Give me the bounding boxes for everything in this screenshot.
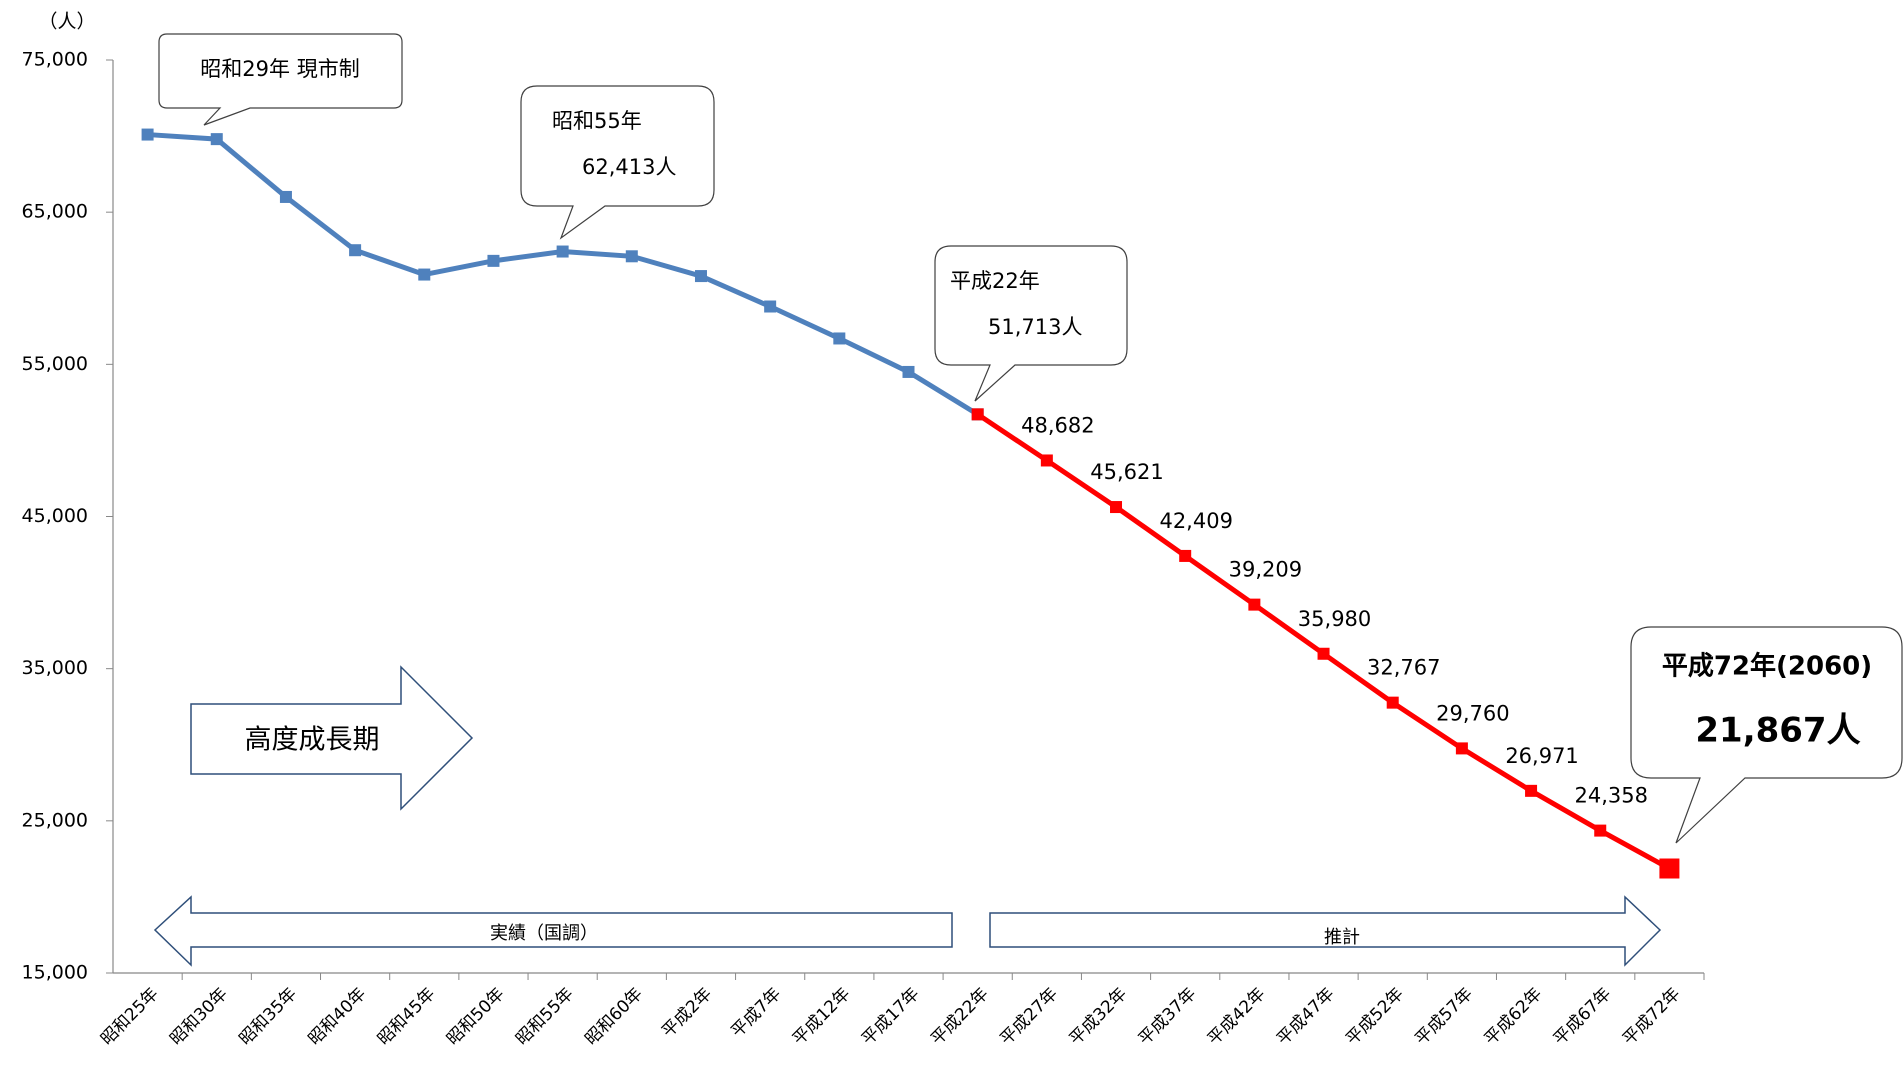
x-tick-label: 平成12年 — [789, 984, 855, 1050]
marker — [279, 190, 292, 203]
x-tick-label: 昭和45年 — [374, 984, 440, 1050]
marker — [141, 128, 154, 141]
value-label: 24,358 — [1574, 784, 1647, 808]
x-tick-label: 昭和30年 — [166, 984, 232, 1050]
x-tick-label: 昭和35年 — [235, 984, 301, 1050]
projection-arrow — [989, 895, 1662, 967]
marker — [1179, 549, 1192, 562]
value-label: 45,621 — [1090, 460, 1163, 484]
annotation: 平成72年(2060) — [1662, 651, 1872, 682]
value-label: 42,409 — [1159, 509, 1232, 533]
y-tick-label: 35,000 — [22, 657, 88, 679]
annotation: 昭和29年 現市制 — [200, 57, 359, 81]
value-label: 29,760 — [1436, 701, 1509, 725]
marker — [1525, 784, 1538, 797]
marker — [902, 365, 915, 378]
y-tick-label: 65,000 — [22, 201, 88, 223]
marker — [971, 408, 984, 421]
marker — [556, 245, 569, 258]
x-tick-label: 平成32年 — [1066, 984, 1132, 1050]
annotation: 高度成長期 — [245, 725, 380, 756]
callout — [158, 33, 403, 126]
callout — [1630, 626, 1903, 844]
marker — [1594, 824, 1607, 837]
marker — [764, 300, 777, 313]
marker — [349, 244, 362, 257]
value-label: 32,767 — [1367, 656, 1440, 680]
x-tick-label: 平成27年 — [996, 984, 1062, 1050]
x-tick-label: 平成17年 — [858, 984, 924, 1050]
x-tick-label: 平成22年 — [927, 984, 993, 1050]
annotation: 51,713人 — [988, 315, 1082, 339]
annotation: 62,413人 — [582, 155, 676, 179]
value-label: 39,209 — [1229, 558, 1302, 582]
y-tick-label: 45,000 — [22, 505, 88, 527]
marker — [1040, 454, 1053, 467]
x-tick-label: 平成52年 — [1342, 984, 1408, 1050]
marker — [694, 270, 707, 283]
marker — [1659, 858, 1680, 879]
y-tick-label: 25,000 — [22, 809, 88, 831]
marker — [1110, 501, 1123, 514]
y-tick-label: 15,000 — [22, 962, 88, 984]
annotation: 平成22年 — [950, 269, 1040, 293]
marker — [625, 250, 638, 263]
marker — [210, 133, 223, 146]
y-tick-label: 75,000 — [22, 49, 88, 71]
value-label: 26,971 — [1505, 744, 1578, 768]
actual-arrow — [153, 895, 953, 967]
x-tick-label: 昭和60年 — [581, 984, 647, 1050]
x-tick-label: 昭和40年 — [305, 984, 371, 1050]
y-unit: （人） — [38, 11, 95, 33]
callout — [934, 245, 1128, 402]
annotation: 昭和55年 — [552, 109, 642, 133]
marker — [833, 332, 846, 345]
annotation: 実績（国調） — [490, 923, 598, 944]
x-tick-label: 平成47年 — [1273, 984, 1339, 1050]
marker — [418, 268, 431, 281]
annotation: 21,867人 — [1695, 711, 1860, 751]
x-tick-label: 平成2年 — [658, 984, 716, 1042]
x-tick-label: 昭和55年 — [512, 984, 578, 1050]
marker — [1386, 696, 1399, 709]
x-tick-label: 平成42年 — [1204, 984, 1270, 1050]
marker — [1317, 647, 1330, 660]
value-label: 48,682 — [1021, 413, 1094, 437]
annotation: 推計 — [1324, 927, 1360, 948]
x-tick-label: 平成72年 — [1619, 984, 1685, 1050]
x-tick-label: 平成7年 — [727, 984, 785, 1042]
x-tick-label: 平成67年 — [1550, 984, 1616, 1050]
marker — [487, 254, 500, 267]
x-tick-label: 平成62年 — [1481, 984, 1547, 1050]
x-tick-label: 昭和50年 — [443, 984, 509, 1050]
callout — [520, 85, 715, 240]
line — [976, 412, 1671, 871]
y-tick-label: 55,000 — [22, 353, 88, 375]
period-arrow — [190, 665, 474, 811]
value-label: 35,980 — [1298, 607, 1371, 631]
marker — [1248, 598, 1261, 611]
marker — [1455, 742, 1468, 755]
x-tick-label: 平成57年 — [1411, 984, 1477, 1050]
x-tick-label: 昭和25年 — [97, 984, 163, 1050]
x-tick-label: 平成37年 — [1135, 984, 1201, 1050]
